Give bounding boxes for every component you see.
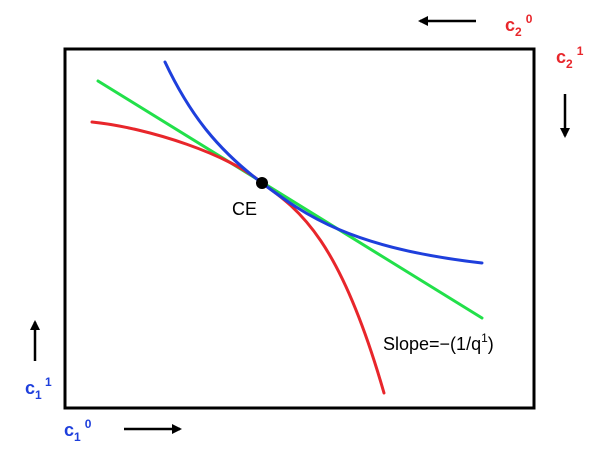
equilibrium-point	[256, 177, 268, 189]
budget-line	[96, 79, 484, 320]
equilibrium-label: CE	[232, 199, 257, 219]
agent2-origin-label: c20	[505, 12, 533, 39]
edgeworth-box	[63, 47, 536, 410]
agent1-origin-label: c10	[64, 417, 92, 444]
slope-label: Slope=−(1/q1)	[383, 331, 494, 354]
agent2-vertical-label: c21	[556, 44, 584, 71]
indifference-curve-agent1	[163, 60, 484, 265]
agent1-vertical-label: c11	[25, 375, 52, 402]
slope-label-superscript: 1	[481, 331, 488, 345]
